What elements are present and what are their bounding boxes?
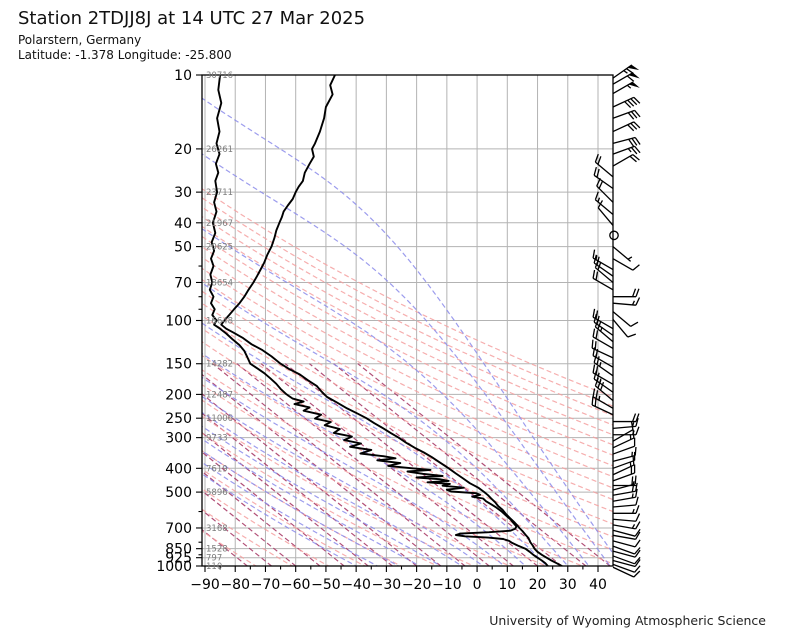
temp-tick-label: 10 bbox=[498, 577, 516, 593]
altitude-label: 3168 bbox=[206, 524, 228, 534]
altitude-label: 11006 bbox=[206, 414, 233, 424]
wind-barb-column bbox=[591, 64, 641, 578]
temp-tick-label: 0 bbox=[473, 577, 482, 593]
footer-credit: University of Wyoming Atmospheric Scienc… bbox=[489, 613, 766, 628]
altitude-label: 20625 bbox=[206, 243, 233, 253]
pressure-tick-label: 400 bbox=[165, 461, 192, 477]
altitude-label: 26261 bbox=[206, 145, 233, 155]
pressure-tick-label: 1000 bbox=[156, 559, 192, 575]
temp-tick-label: −50 bbox=[311, 577, 341, 593]
temp-tick-label: −30 bbox=[372, 577, 402, 593]
temp-tick-label: −20 bbox=[402, 577, 432, 593]
altitude-label: 1528 bbox=[206, 545, 228, 555]
altitude-label: 18654 bbox=[206, 278, 233, 288]
station-name: Polarstern, Germany bbox=[18, 33, 142, 47]
pressure-tick-label: 925 bbox=[165, 551, 192, 567]
altitude-label: 12487 bbox=[206, 390, 233, 400]
pressure-tick-label: 40 bbox=[174, 216, 192, 232]
altitude-label: 5896 bbox=[206, 488, 228, 498]
pressure-tick-label: 200 bbox=[165, 387, 192, 403]
temp-tick-label: 40 bbox=[589, 577, 607, 593]
pressure-tick-label: 100 bbox=[165, 314, 192, 330]
pressure-tick-label: 150 bbox=[165, 357, 192, 373]
altitude-label: 21967 bbox=[206, 219, 233, 229]
temp-tick-label: −60 bbox=[281, 577, 311, 593]
pressure-tick-label: 700 bbox=[165, 521, 192, 537]
pressure-tick-label: 300 bbox=[165, 431, 192, 447]
pressure-tick-label: 70 bbox=[174, 275, 192, 291]
temp-tick-label: −70 bbox=[251, 577, 281, 593]
temp-tick-label: −80 bbox=[220, 577, 250, 593]
pressure-tick-label: 30 bbox=[174, 185, 192, 201]
pressure-tick-label: 10 bbox=[174, 68, 192, 84]
altitude-label: 110 bbox=[206, 562, 222, 572]
temp-tick-label: −40 bbox=[341, 577, 371, 593]
temp-tick-label: 30 bbox=[559, 577, 577, 593]
altitude-label: 9733 bbox=[206, 434, 228, 444]
altitude-label: 797 bbox=[206, 554, 222, 564]
pressure-tick-label: 20 bbox=[174, 142, 192, 158]
pressure-tick-label: 50 bbox=[174, 240, 192, 256]
page-title: Station 2TDJJ8J at 14 UTC 27 Mar 2025 bbox=[18, 8, 366, 29]
altitude-label: 14282 bbox=[206, 360, 233, 370]
pressure-tick-label: 500 bbox=[165, 485, 192, 501]
temp-tick-label: −10 bbox=[432, 577, 462, 593]
altitude-label: 30716 bbox=[206, 71, 233, 81]
temp-tick-label: 20 bbox=[529, 577, 547, 593]
station-coords: Latitude: -1.378 Longitude: -25.800 bbox=[18, 48, 232, 62]
altitude-label: 23711 bbox=[206, 188, 233, 198]
temp-tick-label: −90 bbox=[190, 577, 220, 593]
pressure-tick-label: 850 bbox=[165, 542, 192, 558]
altitude-label: 7619 bbox=[206, 464, 228, 474]
altitude-label: 16648 bbox=[206, 317, 233, 327]
pressure-tick-label: 250 bbox=[165, 411, 192, 427]
